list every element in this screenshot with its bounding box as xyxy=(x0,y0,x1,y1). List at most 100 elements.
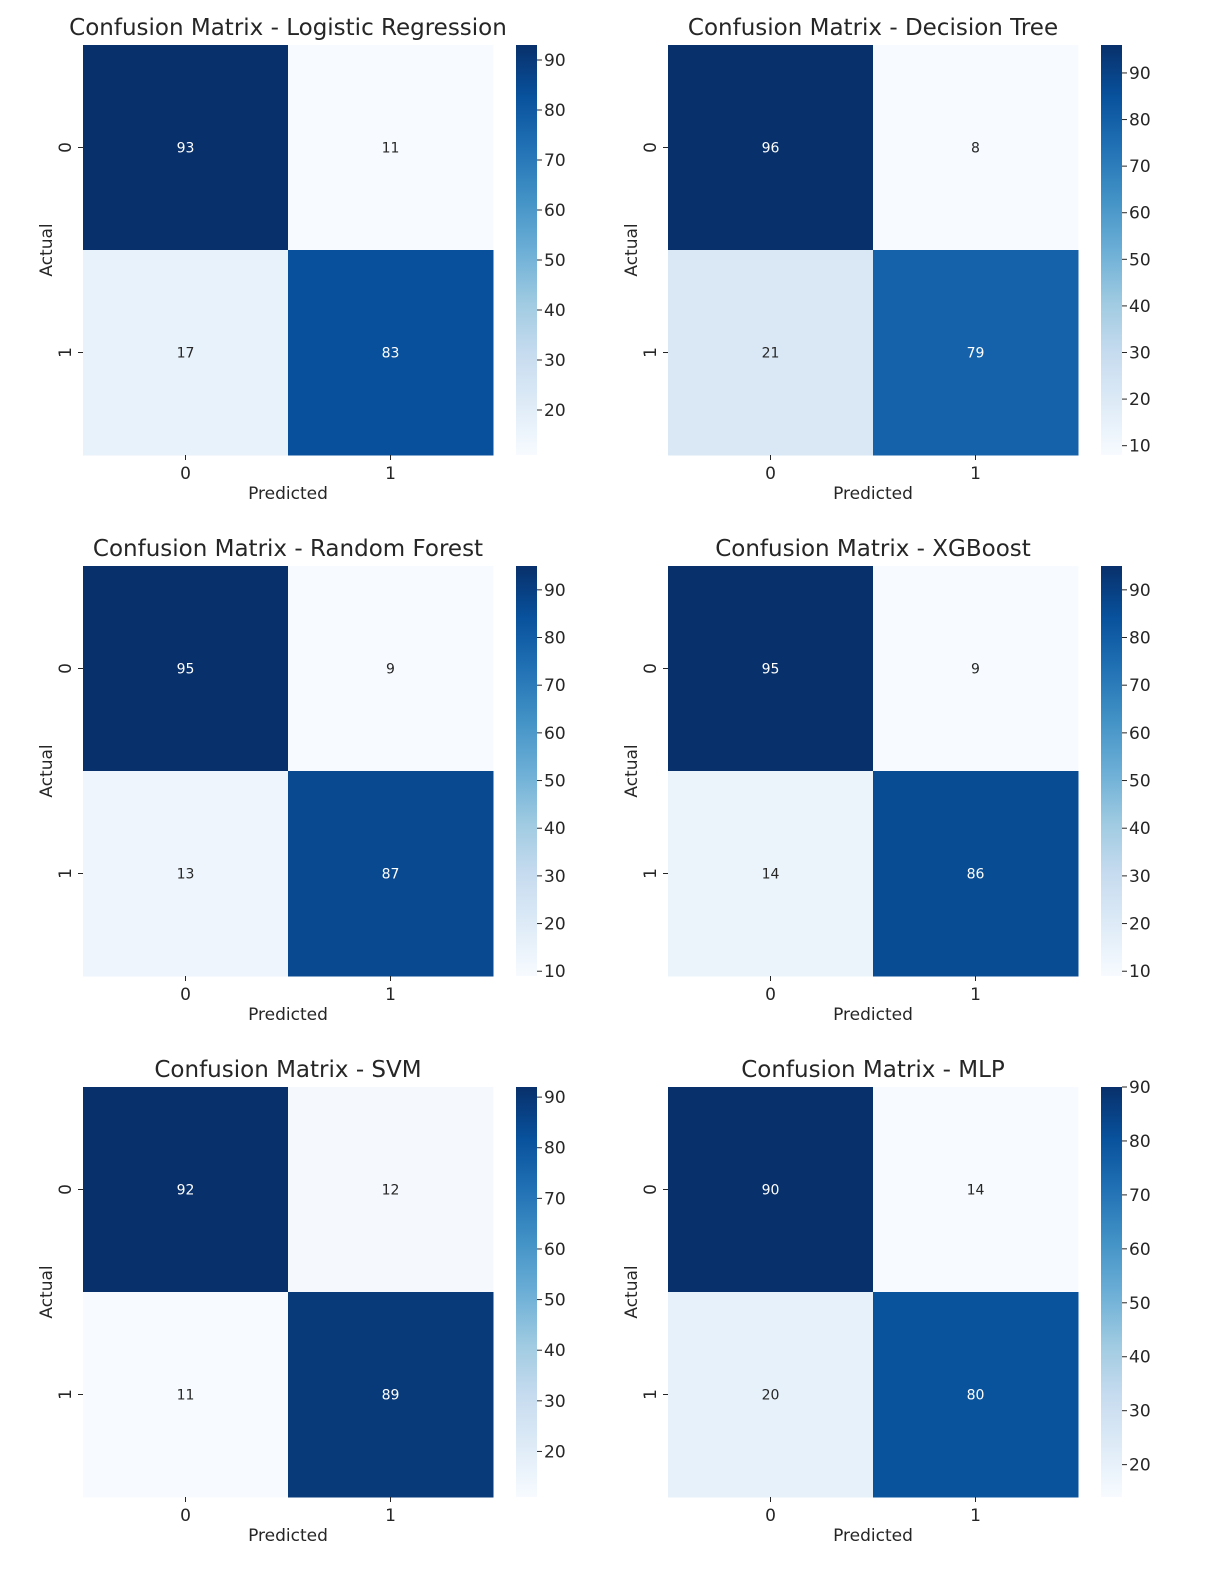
cell-value-label-1-1: 83 xyxy=(382,346,400,362)
heatmap-cell-0-1 xyxy=(288,1087,494,1293)
heatmap-cell-0-0 xyxy=(668,1087,874,1293)
confusion-matrix-panel-5: Confusion Matrix - SVM 92 12 11 89 0 1 Predicte… xyxy=(37,1057,566,1546)
chart-title: Confusion Matrix - Logistic Regression xyxy=(69,15,507,41)
y-tick-label-0: 0 xyxy=(56,1184,76,1195)
heatmap-cell-1-0 xyxy=(83,250,289,456)
colorbar-tick-label-1: 30 xyxy=(544,1392,566,1412)
colorbar-tick-label-5: 60 xyxy=(1129,204,1151,224)
heatmap-cell-0-1 xyxy=(873,566,1079,772)
colorbar-tick-label-4: 60 xyxy=(544,201,566,221)
x-tick-label-0: 0 xyxy=(765,464,776,484)
colorbar xyxy=(1101,566,1122,976)
x-tick-label-0: 0 xyxy=(180,1506,191,1526)
chart-title: Confusion Matrix - MLP xyxy=(741,1057,1005,1083)
colorbar-tick-label-2: 40 xyxy=(1129,1348,1151,1368)
y-tick-label-1: 1 xyxy=(641,868,661,879)
heatmap-cell-0-1 xyxy=(873,45,1079,251)
heatmap-cell-1-0 xyxy=(83,1292,289,1498)
colorbar-tick-label-5: 70 xyxy=(544,1189,566,1209)
colorbar-tick-label-1: 20 xyxy=(1129,390,1151,410)
colorbar-tick-label-5: 60 xyxy=(1129,724,1151,744)
colorbar-tick-label-2: 30 xyxy=(1129,344,1151,364)
cell-value-label-1-0: 21 xyxy=(762,346,780,362)
colorbar-tick-label-6: 80 xyxy=(544,1139,566,1159)
colorbar-tick-label-8: 90 xyxy=(1129,581,1151,601)
y-tick-label-1: 1 xyxy=(56,868,76,879)
cell-value-label-0-0: 95 xyxy=(177,662,195,678)
confusion-matrix-panel-3: Confusion Matrix - Random Forest 95 9 13 87 0… xyxy=(37,536,566,1025)
colorbar-tick-label-0: 10 xyxy=(1129,437,1151,457)
y-axis-label: Actual xyxy=(622,223,642,276)
cell-value-label-0-1: 11 xyxy=(382,141,400,157)
heatmap-cell-0-0 xyxy=(83,45,289,251)
colorbar-tick-label-7: 90 xyxy=(544,1088,566,1108)
y-tick-label-0: 0 xyxy=(641,1184,661,1195)
colorbar xyxy=(1101,1087,1122,1497)
cell-value-label-0-0: 92 xyxy=(177,1183,195,1199)
y-tick-label-0: 0 xyxy=(641,663,661,674)
colorbar-tick-label-5: 60 xyxy=(544,724,566,744)
x-axis-label: Predicted xyxy=(248,484,328,504)
colorbar-tick-label-6: 70 xyxy=(1129,157,1151,177)
y-tick-label-0: 0 xyxy=(56,663,76,674)
colorbar-tick-label-6: 70 xyxy=(544,676,566,696)
cell-value-label-0-1: 8 xyxy=(971,141,980,157)
colorbar-tick-label-7: 80 xyxy=(1129,629,1151,649)
colorbar-tick-label-3: 40 xyxy=(1129,819,1151,839)
colorbar-tick-label-1: 30 xyxy=(1129,1402,1151,1422)
colorbar-tick-label-8: 90 xyxy=(544,581,566,601)
heatmap-cell-0-0 xyxy=(668,566,874,772)
colorbar-tick-label-7: 90 xyxy=(1129,1078,1151,1098)
x-tick-label-0: 0 xyxy=(180,464,191,484)
heatmap-cell-1-0 xyxy=(668,250,874,456)
cell-value-label-1-1: 86 xyxy=(967,867,985,883)
colorbar-tick-label-4: 60 xyxy=(544,1240,566,1260)
colorbar-tick-label-4: 50 xyxy=(1129,772,1151,792)
colorbar-tick-label-0: 10 xyxy=(544,962,566,982)
confusion-matrix-panel-2: Confusion Matrix - Decision Tree 96 8 21 79 0… xyxy=(622,15,1151,504)
y-axis-label: Actual xyxy=(37,1265,57,1318)
colorbar xyxy=(516,566,537,976)
y-axis-label: Actual xyxy=(37,744,57,797)
colorbar-tick-label-4: 50 xyxy=(544,772,566,792)
colorbar-tick-label-0: 20 xyxy=(544,1442,566,1462)
colorbar-tick-label-3: 50 xyxy=(544,251,566,271)
heatmap-cell-0-0 xyxy=(668,45,874,251)
y-tick-label-1: 1 xyxy=(56,347,76,358)
colorbar-tick-label-7: 80 xyxy=(544,629,566,649)
colorbar-tick-label-2: 40 xyxy=(544,301,566,321)
x-axis-label: Predicted xyxy=(248,1005,328,1025)
colorbar-tick-label-6: 80 xyxy=(544,101,566,121)
heatmap-cell-1-0 xyxy=(668,1292,874,1498)
cell-value-label-1-1: 79 xyxy=(967,346,985,362)
colorbar-tick-label-6: 70 xyxy=(1129,676,1151,696)
x-tick-label-0: 0 xyxy=(180,985,191,1005)
heatmap-cell-0-1 xyxy=(288,566,494,772)
cell-value-label-1-1: 89 xyxy=(382,1388,400,1404)
colorbar-tick-label-0: 10 xyxy=(1129,962,1151,982)
colorbar-tick-label-3: 40 xyxy=(544,819,566,839)
x-tick-label-1: 1 xyxy=(385,1506,396,1526)
x-tick-label-1: 1 xyxy=(970,464,981,484)
heatmap-cell-1-1 xyxy=(873,1292,1079,1498)
colorbar-tick-label-3: 50 xyxy=(1129,1294,1151,1314)
colorbar-tick-label-1: 20 xyxy=(1129,915,1151,935)
heatmap-cell-1-1 xyxy=(873,771,1079,977)
colorbar xyxy=(1101,45,1122,455)
cell-value-label-0-0: 95 xyxy=(762,662,780,678)
cell-value-label-0-1: 12 xyxy=(382,1183,400,1199)
heatmap-cell-1-0 xyxy=(668,771,874,977)
x-axis-label: Predicted xyxy=(833,1005,913,1025)
x-tick-label-1: 1 xyxy=(385,464,396,484)
cell-value-label-0-0: 90 xyxy=(762,1183,780,1199)
colorbar-tick-label-7: 90 xyxy=(544,51,566,71)
y-tick-label-0: 0 xyxy=(641,142,661,153)
colorbar-tick-label-2: 30 xyxy=(544,867,566,887)
y-tick-label-1: 1 xyxy=(641,347,661,358)
chart-title: Confusion Matrix - Decision Tree xyxy=(688,15,1058,41)
confusion-matrix-panel-4: Confusion Matrix - XGBoost 95 9 14 86 0 1 Predi… xyxy=(622,536,1151,1025)
cell-value-label-0-1: 9 xyxy=(971,662,980,678)
cell-value-label-1-0: 17 xyxy=(177,346,195,362)
heatmap-cell-0-0 xyxy=(83,566,289,772)
